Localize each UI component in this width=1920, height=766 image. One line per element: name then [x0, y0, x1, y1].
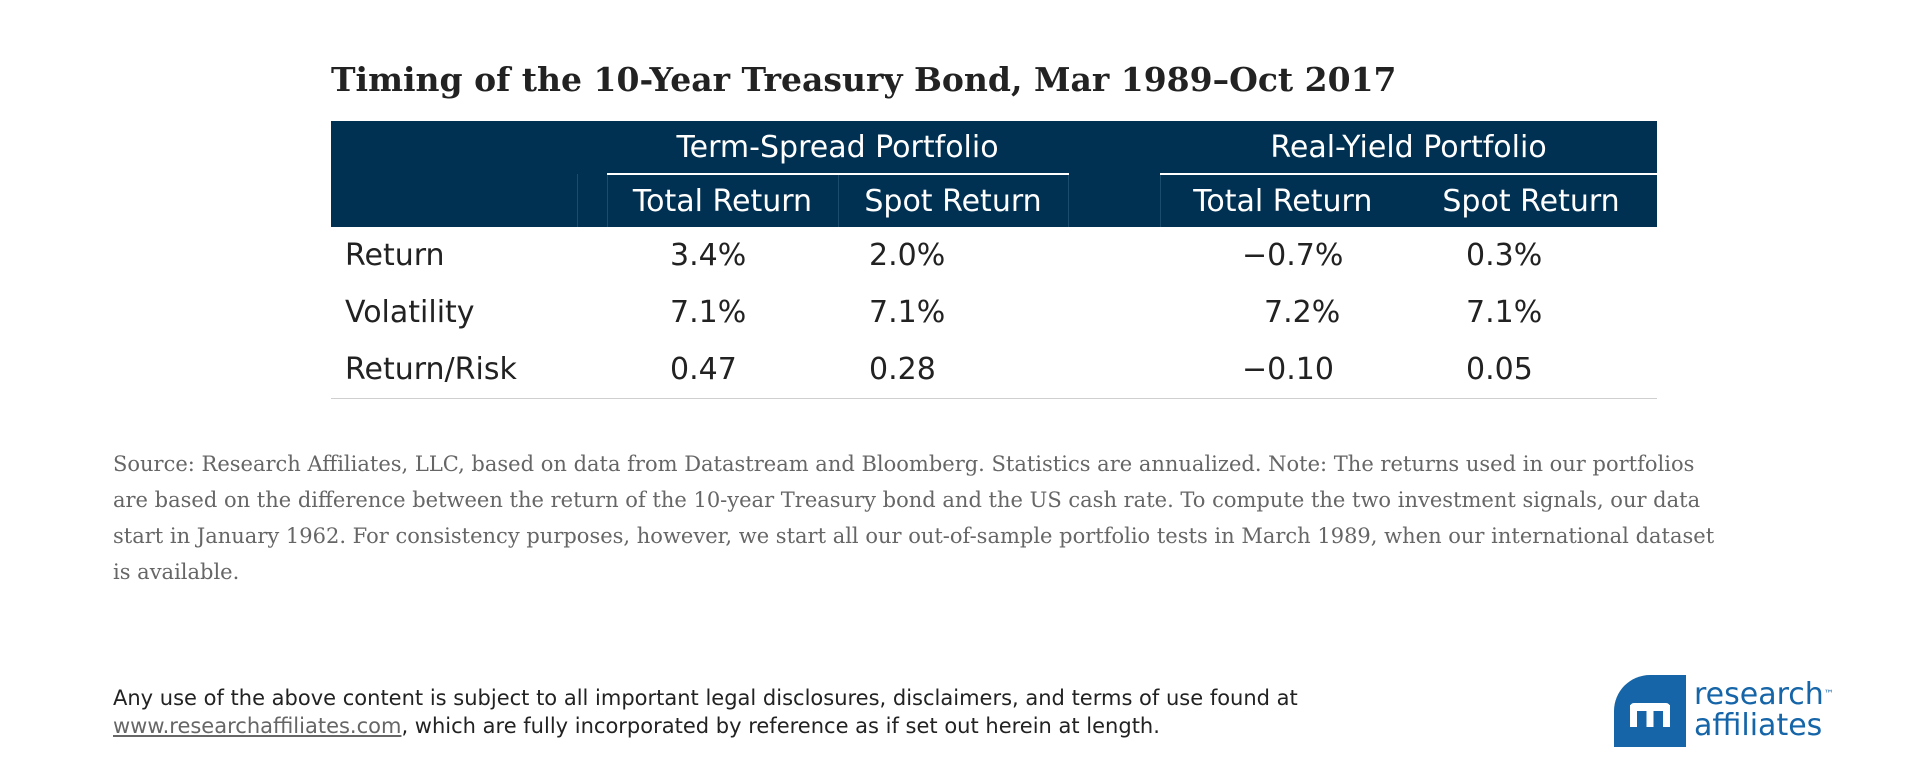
- cell-value: 0.28: [838, 341, 1069, 399]
- logo-mark-icon: [1614, 675, 1686, 747]
- group-header-term-spread: Term-Spread Portfolio: [607, 121, 1069, 175]
- cell-value: 3.4%: [670, 238, 747, 273]
- cell-value: 2.0%: [869, 238, 946, 273]
- trademark-mark: ™: [1823, 689, 1834, 700]
- cell-value: 0.47: [607, 341, 838, 399]
- cell-value: 7.2%: [1264, 295, 1341, 330]
- header-gap-cell: [1068, 121, 1161, 174]
- cell-value: 0.3%: [1466, 238, 1543, 273]
- gap-cell: [1068, 227, 1160, 284]
- logo-wordmark: research™ affiliates: [1694, 679, 1834, 741]
- source-note: Source: Research Affiliates, LLC, based …: [113, 452, 1715, 584]
- legal-text-after: , which are fully incorporated by refere…: [401, 714, 1160, 738]
- header-blank-cell: [576, 174, 607, 227]
- row-label-return-risk: Return/Risk: [331, 341, 607, 399]
- research-affiliates-logo: research™ affiliates: [1614, 675, 1834, 747]
- header-gap-cell: [1067, 174, 1161, 227]
- cell-value: 7.1%: [670, 295, 747, 330]
- table-subheader-row: Total Return Spot Return Total Return Sp…: [331, 174, 1658, 227]
- page-title: Timing of the 10-Year Treasury Bond, Mar…: [331, 60, 1397, 99]
- group-header-real-yield: Real-Yield Portfolio: [1160, 121, 1658, 175]
- row-label-volatility: Volatility: [345, 295, 475, 330]
- results-table: Term-Spread Portfolio Real-Yield Portfol…: [331, 121, 1658, 399]
- gap-cell: [1068, 284, 1160, 341]
- cell-value: 7.1%: [1466, 295, 1543, 330]
- logo-line-research: research: [1694, 677, 1824, 712]
- subheader-real-total-return: Total Return: [1159, 174, 1406, 227]
- subheader-term-spot-return: Spot Return: [837, 174, 1069, 227]
- website-link[interactable]: www.researchaffiliates.com: [113, 714, 402, 738]
- table-row: Volatility 7.1% 7.1% 7.2% 7.1%: [331, 284, 1657, 341]
- table-row: Return 3.4% 2.0% −0.7% 0.3%: [331, 227, 1657, 284]
- legal-text: Any use of the above content is subject …: [113, 686, 1298, 710]
- cell-value: −0.7%: [1242, 238, 1344, 273]
- subheader-real-spot-return: Spot Return: [1405, 174, 1658, 227]
- header-blank-cell: [331, 121, 607, 174]
- header-blank-cell: [331, 174, 577, 227]
- logo-line-affiliates: affiliates: [1694, 708, 1823, 743]
- cell-value: 0.05: [1405, 341, 1658, 399]
- cell-value: −0.10: [1160, 341, 1406, 399]
- subheader-term-total-return: Total Return: [606, 174, 838, 227]
- cell-value: 7.1%: [869, 295, 946, 330]
- gap-cell: [1068, 341, 1161, 399]
- row-label-return: Return: [345, 238, 445, 273]
- legal-disclaimer: Any use of the above content is subject …: [113, 684, 1313, 740]
- table-group-header-row: Term-Spread Portfolio Real-Yield Portfol…: [331, 121, 1658, 175]
- table-row: Return/Risk 0.47 0.28 −0.10 0.05: [331, 341, 1658, 399]
